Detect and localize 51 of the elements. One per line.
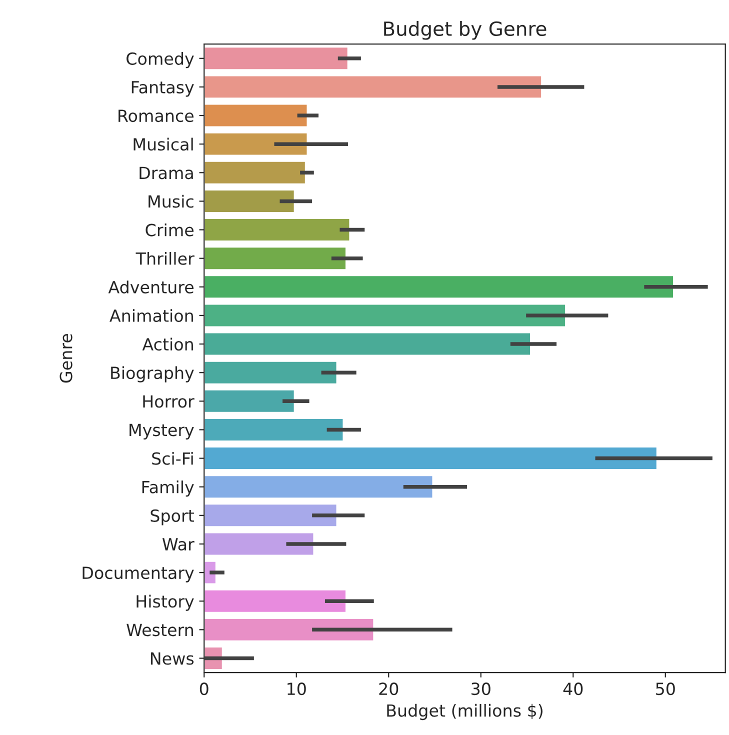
bar [204,218,351,242]
x-tick-label: 40 [563,682,583,696]
y-tick-label: Biography [111,366,194,382]
bar [204,503,338,528]
y-tick-label: Fantasy [132,81,194,97]
bar [204,389,296,414]
y-tick-label: Drama [140,166,193,180]
y-tick-label: Sport [150,509,194,526]
bar [204,588,347,614]
bar [204,274,674,300]
bar [204,303,566,328]
y-tick-label: Animation [110,309,193,322]
bar [204,132,308,156]
x-tick-label: 50 [656,682,675,696]
x-tick-label: 10 [288,682,306,696]
y-tick-label: Romance [118,110,194,122]
bar [204,189,296,214]
x-axis-title: Budget (millions $) [387,704,542,720]
x-tick-label: 20 [379,682,398,696]
bar [204,474,434,499]
y-tick-label: Comedy [126,52,194,68]
bar [204,46,349,71]
bar [204,246,347,270]
bar [204,103,308,128]
chart-title: Budget by Genre [384,20,546,40]
y-tick-label: Action [142,338,193,351]
y-tick-label: War [162,538,194,551]
y-tick-label: Crime [146,223,194,236]
y-tick-label: News [150,652,194,665]
bar [204,160,306,185]
y-tick-label: Music [148,194,194,208]
bar [204,332,532,356]
bar [204,74,542,100]
y-tick-label: Western [126,624,193,636]
y-tick-label: Family [142,480,194,497]
x-tick-label: 30 [472,682,490,696]
bar [204,360,338,385]
y-tick-label: Horror [143,395,194,408]
y-tick-label: History [136,594,194,611]
y-tick-label: Musical [134,138,193,151]
y-tick-label: Thriller [136,252,194,265]
y-tick-label: Documentary [82,566,194,582]
y-tick-label: Sci-Fi [152,452,193,465]
bar [204,446,658,470]
bar [204,418,344,442]
x-tick-label: 0 [200,682,208,696]
bar [204,532,315,556]
y-axis-title: Genre [60,334,72,383]
bar [204,618,375,642]
y-tick-label: Adventure [108,280,194,294]
y-tick-label: Mystery [130,424,194,440]
